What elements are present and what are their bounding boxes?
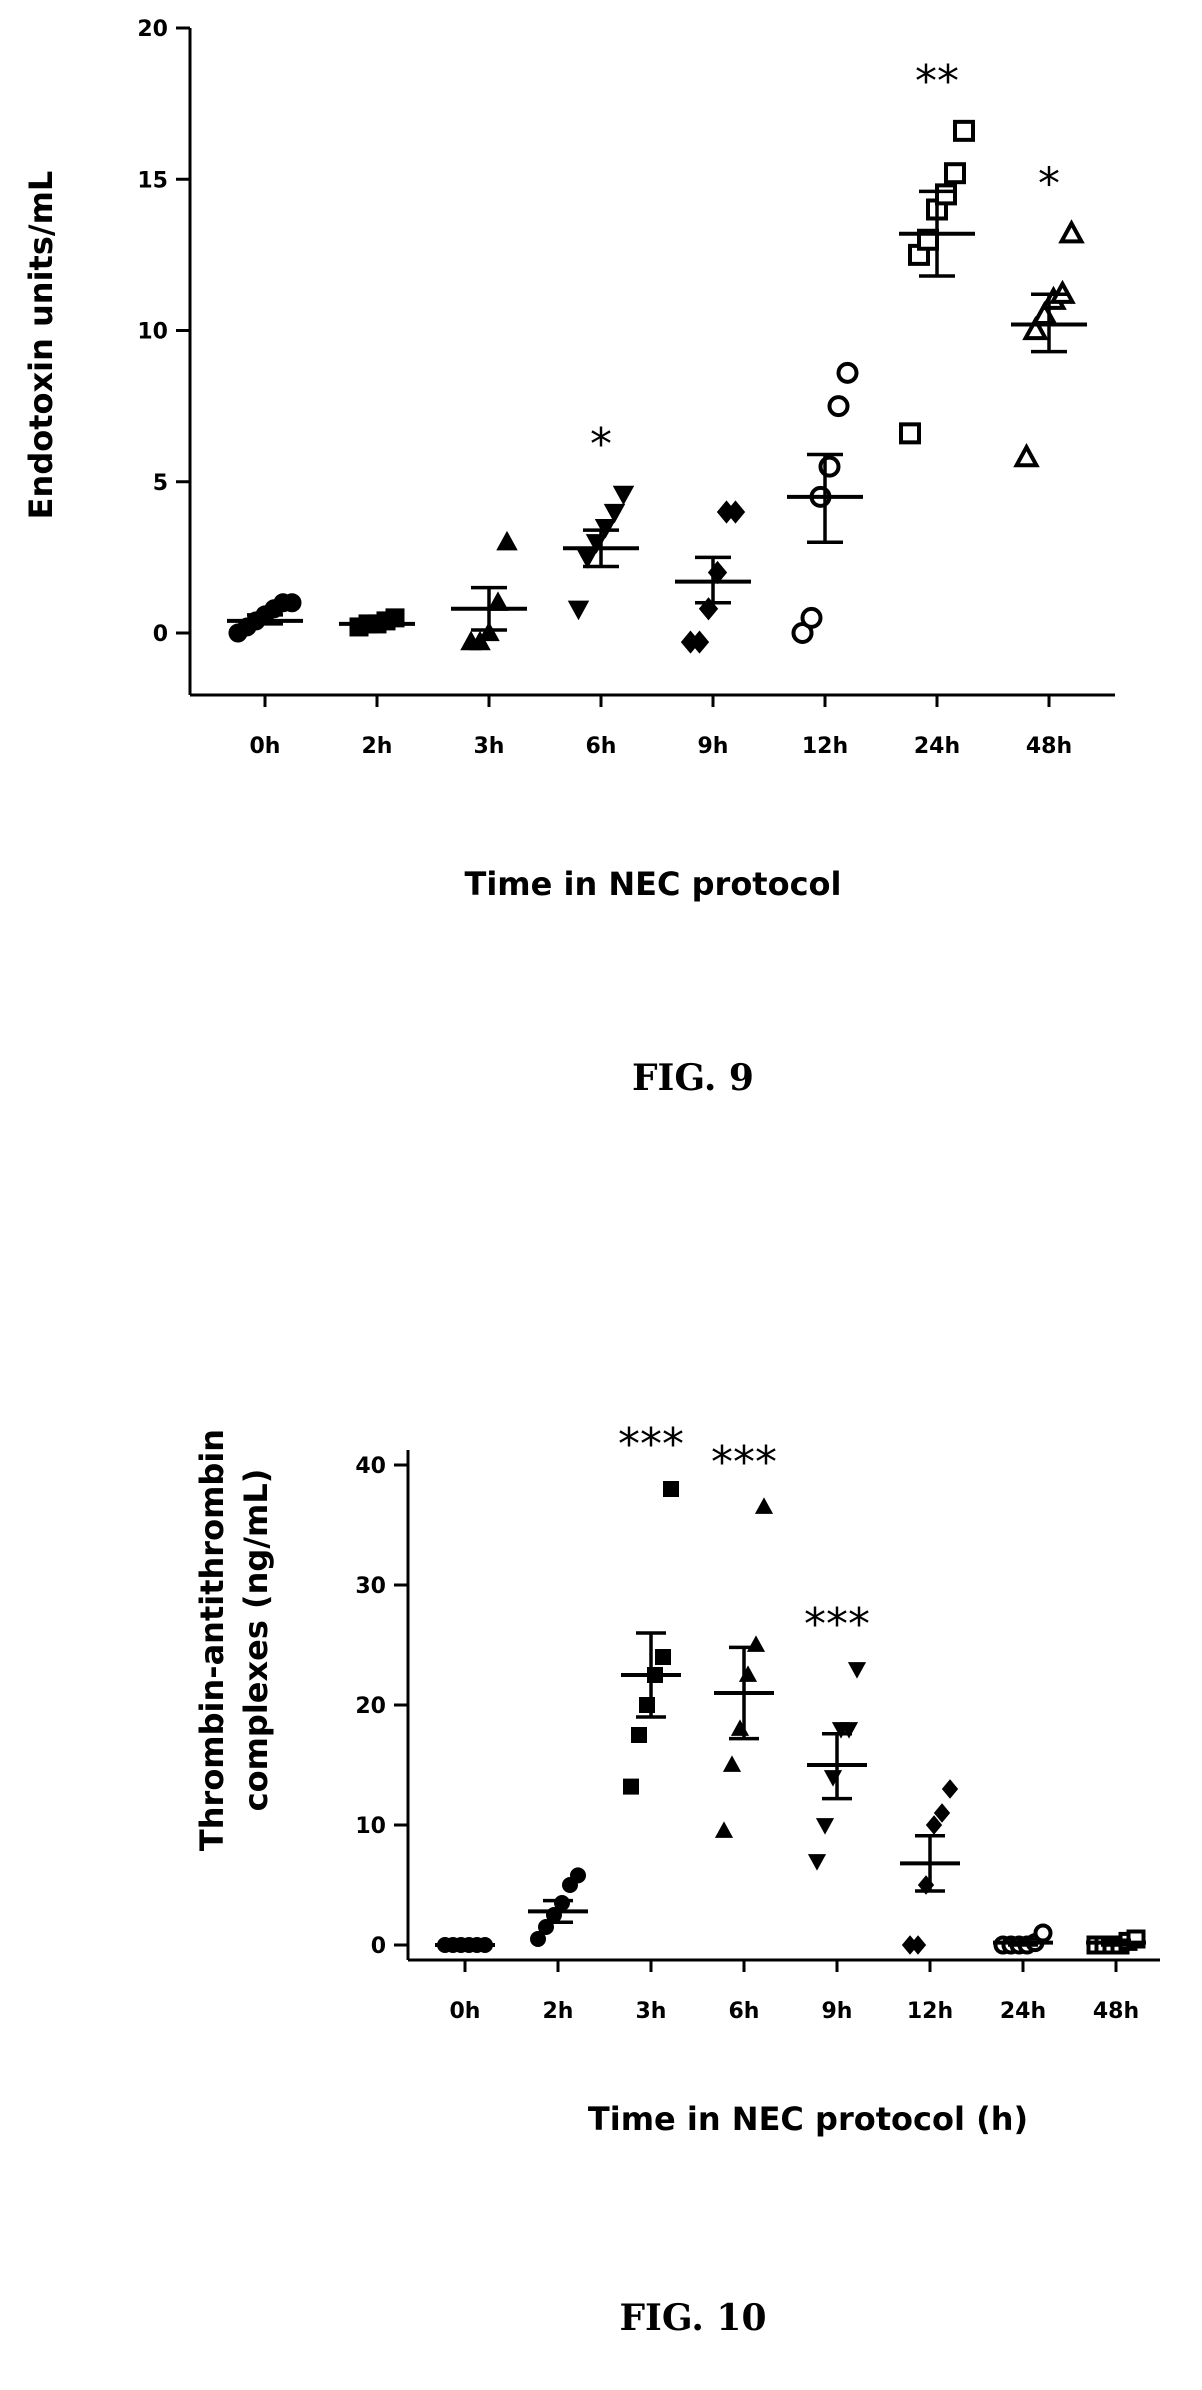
data-point <box>953 119 975 142</box>
data-point <box>815 1818 835 1835</box>
y-tick-label: 20 <box>137 17 168 42</box>
significance-mark: *** <box>711 1437 777 1488</box>
x-tick-label: 9h <box>822 1999 853 2024</box>
data-points <box>437 1481 1146 1955</box>
y-axis-title: Thrombin-antithrombin complexes (ng/mL) <box>193 1429 275 1851</box>
significance-marks: **** <box>590 56 1060 470</box>
data-point <box>603 503 626 524</box>
x-tick-label: 9h <box>698 734 729 759</box>
data-point <box>1058 219 1085 244</box>
mean-sem-bars <box>435 1631 1146 1947</box>
mean-sem-bars <box>227 189 1087 632</box>
x-tick-label: 2h <box>362 734 393 759</box>
data-point <box>807 1854 827 1871</box>
y-axis-title-line: complexes (ng/mL) <box>237 1469 275 1812</box>
data-point <box>567 600 590 621</box>
x-tick-label: 48h <box>1093 1999 1139 2024</box>
x-axis-title: Time in NEC protocol (h) <box>588 2100 1028 2138</box>
data-point <box>800 606 823 629</box>
data-point <box>612 485 635 506</box>
data-point <box>909 1935 927 1955</box>
x-tick-label: 48h <box>1026 734 1072 759</box>
data-point <box>725 500 746 524</box>
significance-mark: ** <box>915 56 959 107</box>
x-tick-label: 24h <box>1000 1999 1046 2024</box>
y-tick-group: 0 10 20 30 40 <box>355 1454 408 1959</box>
y-tick-label: 0 <box>153 622 168 647</box>
y-tick-label: 5 <box>153 471 168 496</box>
figure-caption: FIG. 9 <box>632 1057 754 1099</box>
data-point <box>933 1803 951 1823</box>
y-tick-label: 15 <box>137 168 168 193</box>
data-point <box>730 1719 750 1736</box>
figure-caption: FIG. 10 <box>619 2297 766 2339</box>
y-tick-label: 30 <box>355 1574 386 1599</box>
x-tick-label: 3h <box>474 734 505 759</box>
y-tick-label: 40 <box>355 1454 386 1479</box>
y-axis-title: Endotoxin units/mL <box>22 171 60 520</box>
data-point <box>827 395 850 418</box>
y-tick-label: 10 <box>137 320 168 345</box>
data-point <box>530 1931 546 1947</box>
data-point <box>941 1779 959 1799</box>
data-point <box>623 1778 639 1795</box>
data-point <box>570 1867 586 1884</box>
data-point <box>925 1815 943 1835</box>
data-point <box>935 183 957 206</box>
y-tick-label: 20 <box>355 1694 386 1719</box>
significance-marks: *** *** *** <box>618 1419 870 1650</box>
x-tick-label: 12h <box>802 734 848 759</box>
y-axis-title-line: Thrombin-antithrombin <box>193 1429 231 1851</box>
data-point <box>899 422 921 445</box>
x-tick-label: 6h <box>729 1999 760 2024</box>
data-point <box>1022 315 1049 341</box>
data-point <box>836 361 859 384</box>
data-point <box>839 1722 859 1739</box>
data-points <box>228 119 1085 654</box>
x-tick-group: 0h 2h 3h 6h 9h 12h 24h 48h <box>450 1960 1139 2024</box>
significance-mark: *** <box>804 1599 870 1650</box>
x-tick-label: 2h <box>543 1999 574 2024</box>
data-point <box>631 1727 647 1743</box>
data-point <box>689 630 710 654</box>
data-point <box>823 1770 843 1787</box>
x-tick-label: 24h <box>914 734 960 759</box>
data-point <box>663 1481 679 1497</box>
significance-mark: * <box>1038 159 1060 210</box>
x-tick-label: 12h <box>907 1999 953 2024</box>
data-point <box>818 455 841 478</box>
x-tick-label: 6h <box>586 734 617 759</box>
significance-mark: * <box>590 419 612 470</box>
x-tick-label: 0h <box>250 734 281 759</box>
x-tick-label: 0h <box>450 1999 481 2024</box>
y-tick-label: 10 <box>355 1814 386 1839</box>
data-point <box>496 530 518 551</box>
x-axis-title: Time in NEC protocol <box>464 865 841 903</box>
thrombin-chart: 0 10 20 30 40 0h 2h 3h 6h 9h 12h 24h 48h *** ****** … <box>193 1419 1160 2138</box>
data-point <box>1013 443 1040 468</box>
data-point <box>847 1662 867 1679</box>
data-point <box>282 593 302 613</box>
data-point <box>944 162 966 185</box>
x-tick-label: 3h <box>636 1999 667 2024</box>
data-point <box>738 1665 758 1682</box>
x-tick-group: 0h 2h 3h 6h 9h 12h 24h 48h <box>250 695 1072 759</box>
data-point <box>722 1755 742 1772</box>
y-tick-group: 0 5 10 15 20 <box>137 17 190 647</box>
data-point <box>1033 1923 1053 1943</box>
data-point <box>754 1497 774 1514</box>
data-point <box>714 1821 734 1838</box>
data-point <box>655 1649 671 1665</box>
significance-mark: *** <box>618 1419 684 1470</box>
y-tick-label: 0 <box>371 1934 386 1959</box>
